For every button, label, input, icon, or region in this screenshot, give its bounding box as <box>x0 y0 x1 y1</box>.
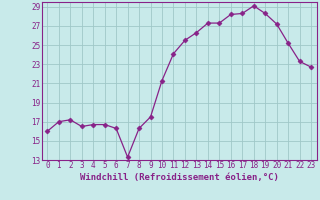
X-axis label: Windchill (Refroidissement éolien,°C): Windchill (Refroidissement éolien,°C) <box>80 173 279 182</box>
